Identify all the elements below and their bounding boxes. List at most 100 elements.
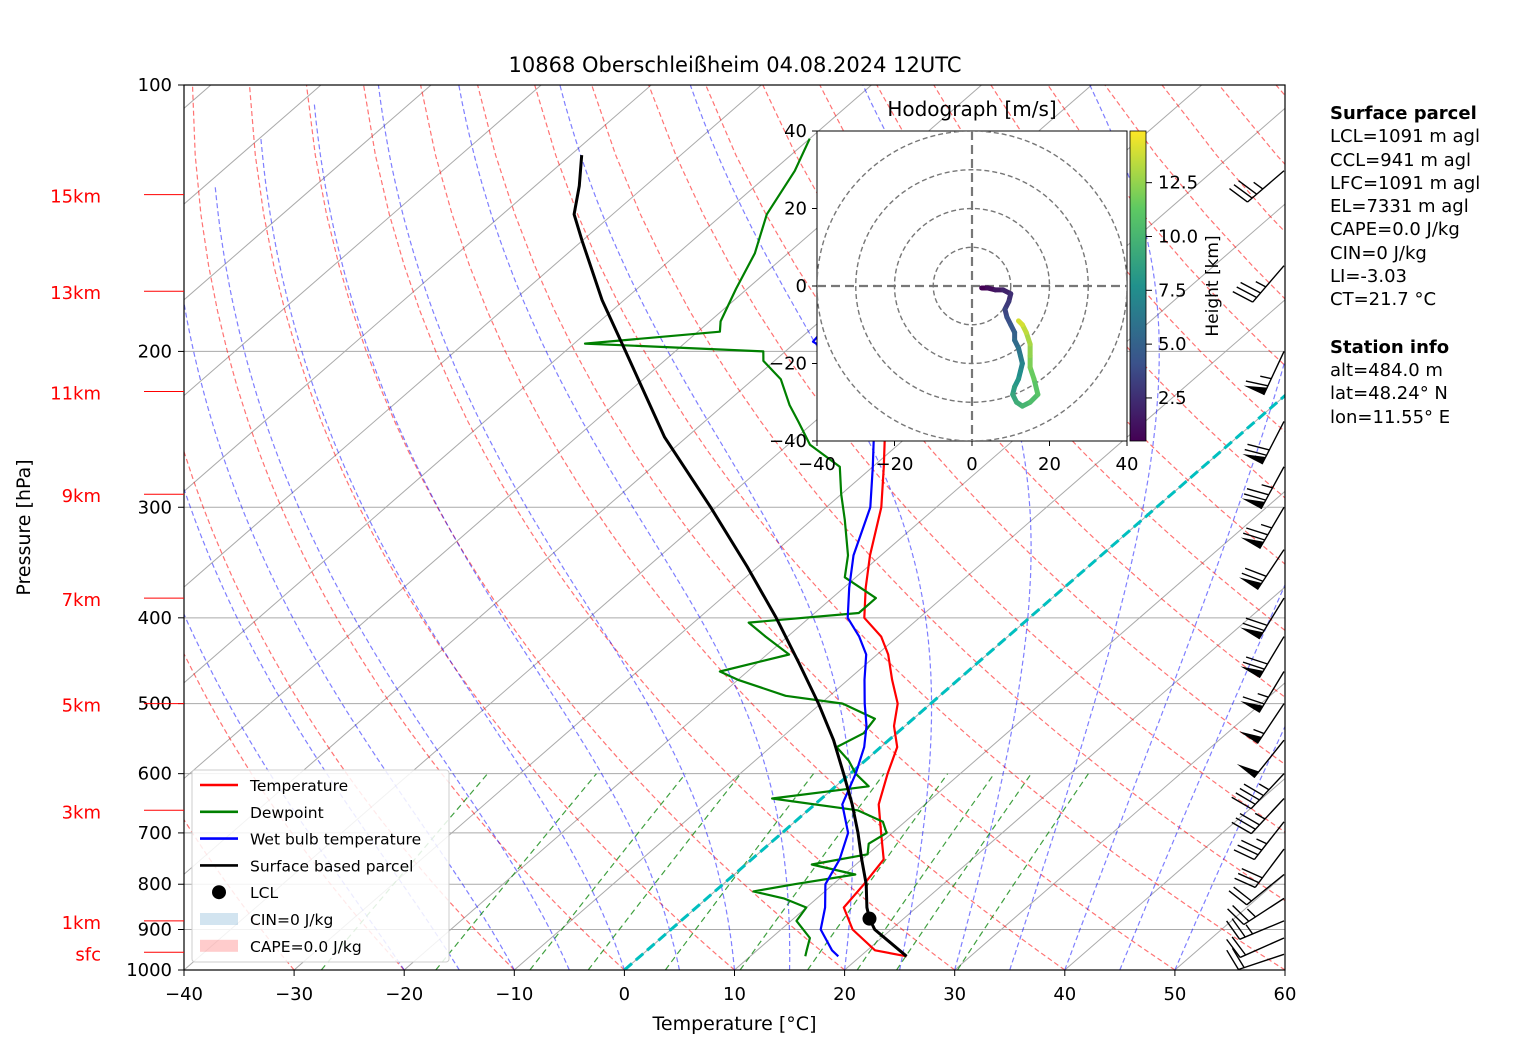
colorbar-tick-label: 10.0 — [1158, 226, 1198, 247]
barb-full — [1229, 187, 1248, 203]
legend-label: CAPE=0.0 J/kg — [250, 938, 362, 956]
wind-barb — [1227, 897, 1285, 926]
moist-adiabat — [1064, 358, 1285, 970]
barb-staff — [1250, 797, 1285, 835]
hodograph-segment — [1016, 318, 1025, 328]
barb-full — [1235, 792, 1256, 805]
surface-line: CCL=941 m agl — [1330, 149, 1472, 171]
hodograph-x-tick-label: −20 — [876, 454, 914, 475]
isotherm — [184, 85, 872, 684]
moist-adiabat — [377, 85, 736, 970]
colorbar-tick-label: 7.5 — [1158, 280, 1187, 301]
wind-barb — [1243, 351, 1285, 396]
moist-adiabat — [184, 300, 515, 970]
mixing-ratio-line — [956, 773, 1089, 970]
legend-label: Temperature — [249, 777, 348, 795]
isotherm — [403, 203, 1285, 970]
colorbar-label: Height [km] — [1203, 235, 1223, 336]
height-label: 3km — [62, 802, 101, 823]
legend-box — [191, 769, 450, 963]
moist-adiabat — [862, 85, 1032, 970]
barb-flag — [1241, 498, 1265, 509]
height-label: 5km — [62, 696, 101, 717]
x-tick-label: 50 — [1163, 984, 1186, 1005]
barb-staff — [1238, 953, 1285, 971]
isotherm — [844, 586, 1285, 970]
barb-full — [1243, 783, 1264, 797]
surface-line: CT=21.7 °C — [1330, 289, 1437, 311]
colorbar-tick-label: 12.5 — [1158, 173, 1198, 194]
barb-full — [1231, 918, 1246, 938]
dry-adiabat — [248, 85, 735, 970]
barb-full — [1245, 656, 1268, 665]
barb-staff — [1250, 773, 1285, 810]
barb-half — [1255, 281, 1267, 288]
y-tick-label: 700 — [138, 823, 172, 844]
legend-label: LCL — [250, 884, 278, 902]
wind-barb — [1228, 873, 1285, 906]
y-tick-label: 200 — [138, 341, 172, 362]
dewpoint-line — [583, 138, 888, 957]
barb-full — [1232, 905, 1250, 922]
station-line: alt=484.0 m — [1330, 359, 1443, 381]
barb-staff — [1254, 848, 1285, 888]
x-axis-label: Temperature [°C] — [652, 1013, 817, 1035]
y-tick-label: 600 — [138, 764, 172, 785]
station-info-title: Station info — [1330, 336, 1450, 358]
moist-adiabat — [313, 103, 681, 970]
moist-adiabat — [1174, 725, 1285, 970]
barb-half — [1258, 783, 1270, 791]
barb-full — [1240, 281, 1261, 294]
legend: Temperature Dewpoint Wet bulb temperature S… — [191, 769, 450, 963]
barb-full — [1234, 877, 1256, 889]
barb-staff — [1258, 671, 1285, 713]
barb-half — [1254, 812, 1266, 820]
barb-full — [1233, 886, 1252, 902]
hodograph-y-tick-label: 40 — [784, 121, 807, 142]
barb-flag — [1240, 666, 1264, 678]
barb-full — [1232, 290, 1254, 303]
x-tick-label: −10 — [495, 984, 533, 1005]
wind-barb — [1231, 773, 1285, 810]
hodograph-x-tick-label: 20 — [1038, 454, 1061, 475]
barb-full — [1242, 696, 1265, 705]
surface-based-parcel-line — [572, 154, 908, 958]
barb-full — [1245, 617, 1268, 627]
barb-full — [1242, 661, 1265, 670]
hodograph-segment — [1031, 376, 1041, 397]
legend-swatch — [200, 939, 238, 952]
barb-half — [1261, 484, 1273, 489]
wind-barb — [1231, 797, 1285, 835]
x-tick-label: 20 — [833, 984, 856, 1005]
barb-half — [1253, 728, 1265, 735]
colorbar — [1129, 130, 1147, 442]
surface-line: CAPE=0.0 J/kg — [1330, 219, 1460, 241]
barb-full — [1242, 622, 1265, 632]
barb-flag — [1240, 627, 1264, 640]
isotherm — [734, 490, 1285, 970]
hodograph: Hodograph [m/s] −40−40 −20 −20 0 0 20 20 40 40 2… — [769, 97, 1223, 475]
barb-full — [1235, 817, 1256, 830]
barb-flag — [1239, 577, 1262, 590]
barb-full — [1226, 938, 1241, 958]
barb-half — [1260, 523, 1273, 529]
moist-adiabat — [1119, 583, 1285, 970]
dry-adiabat — [534, 85, 1285, 970]
barb-full — [1241, 839, 1263, 851]
y-tick-label: 900 — [138, 920, 172, 941]
barb-flag — [1242, 454, 1266, 465]
mixing-ratio-line — [587, 773, 742, 970]
barb-flag — [1240, 537, 1264, 549]
y-tick-label: 800 — [138, 874, 172, 895]
barb-full — [1231, 936, 1247, 956]
hodograph-y-tick-label: 0 — [796, 276, 807, 297]
barb-full — [1243, 493, 1266, 501]
barb-full — [1238, 180, 1258, 195]
barb-flag — [1236, 763, 1260, 778]
barb-staff — [1239, 920, 1285, 940]
wind-barb — [1241, 466, 1285, 510]
isotherm — [184, 85, 542, 397]
barb-full — [1226, 920, 1241, 940]
